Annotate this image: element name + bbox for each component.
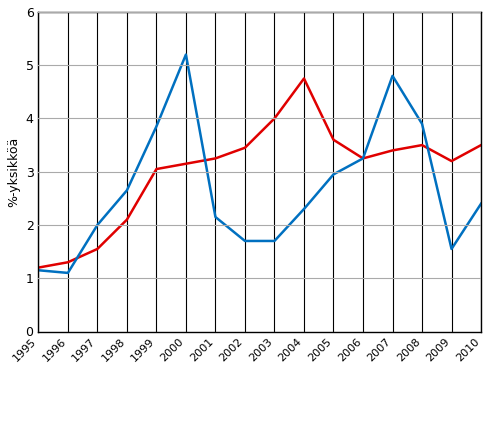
Myyntivoitot bbox=[301, 207, 307, 212]
Osinkotulot bbox=[301, 76, 307, 81]
Myyntivoitot bbox=[36, 268, 41, 273]
Osinkotulot bbox=[419, 142, 425, 147]
Myyntivoitot bbox=[271, 238, 277, 244]
Y-axis label: %-yksikköä: %-yksikköä bbox=[7, 136, 20, 207]
Myyntivoitot bbox=[330, 172, 336, 177]
Osinkotulot bbox=[389, 148, 395, 153]
Myyntivoitot bbox=[360, 156, 366, 161]
Osinkotulot bbox=[448, 159, 454, 164]
Osinkotulot bbox=[154, 167, 160, 172]
Osinkotulot bbox=[330, 137, 336, 142]
Myyntivoitot bbox=[419, 121, 425, 126]
Line: Osinkotulot: Osinkotulot bbox=[39, 79, 481, 268]
Myyntivoitot bbox=[478, 201, 484, 206]
Osinkotulot bbox=[124, 217, 130, 222]
Myyntivoitot bbox=[124, 188, 130, 193]
Myyntivoitot bbox=[154, 124, 160, 129]
Osinkotulot bbox=[95, 246, 101, 252]
Myyntivoitot bbox=[212, 215, 218, 220]
Myyntivoitot bbox=[389, 73, 395, 78]
Myyntivoitot bbox=[448, 246, 454, 252]
Osinkotulot bbox=[271, 116, 277, 121]
Myyntivoitot bbox=[95, 222, 101, 227]
Osinkotulot bbox=[360, 156, 366, 161]
Osinkotulot bbox=[36, 265, 41, 270]
Osinkotulot bbox=[242, 145, 248, 150]
Line: Myyntivoitot: Myyntivoitot bbox=[39, 54, 481, 273]
Myyntivoitot bbox=[242, 238, 248, 244]
Osinkotulot bbox=[65, 260, 71, 265]
Osinkotulot bbox=[212, 156, 218, 161]
Osinkotulot bbox=[183, 161, 189, 166]
Myyntivoitot bbox=[183, 52, 189, 57]
Myyntivoitot bbox=[65, 270, 71, 275]
Osinkotulot bbox=[478, 142, 484, 147]
